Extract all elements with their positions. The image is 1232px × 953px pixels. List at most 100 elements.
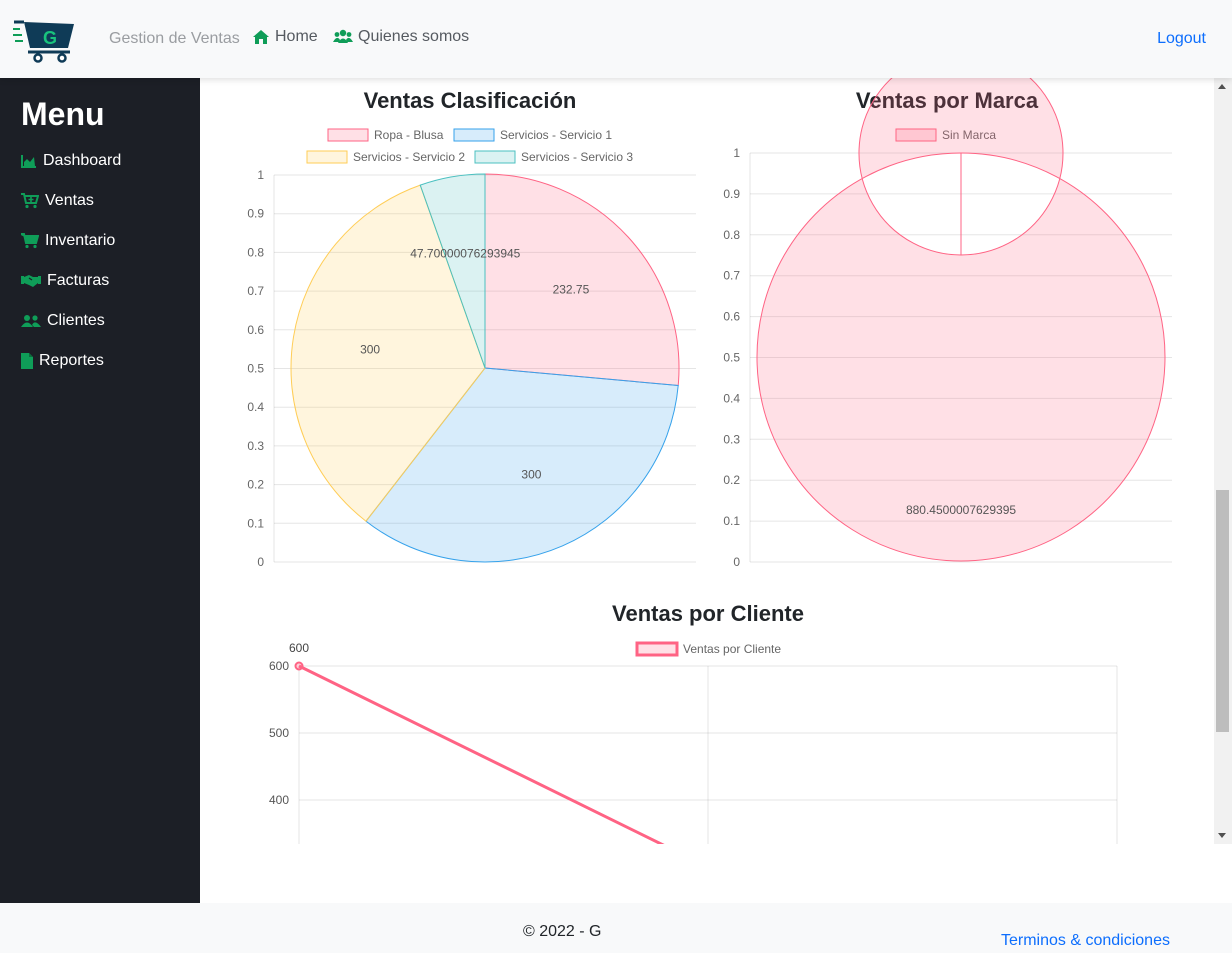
y-tick-label: 0.1 — [247, 516, 264, 530]
y-tick-label: 1 — [257, 168, 264, 182]
y-tick-label: 0.8 — [247, 245, 264, 259]
y-tick-label: 600 — [269, 659, 289, 673]
y-axis-ticks: 1 0.9 0.8 0.7 0.6 0.5 0.4 0.3 0.2 0.1 0 — [247, 168, 264, 569]
y-tick-label: 0 — [733, 555, 740, 569]
y-tick-label: 0.4 — [723, 391, 740, 405]
charts-canvas: Ventas Clasificación Ropa - Blusa Servic… — [247, 78, 1172, 844]
y-tick-label: 0.4 — [247, 400, 264, 414]
sidebar-item-reportes[interactable]: Reportes — [21, 352, 104, 370]
handshake-icon — [21, 275, 41, 287]
y-axis-ticks: 600 500 400 — [269, 659, 289, 807]
scroll-thumb[interactable] — [1216, 490, 1229, 732]
sidebar-item-facturas[interactable]: Facturas — [21, 272, 109, 290]
data-labels: 600 — [289, 641, 309, 655]
y-tick-label: 0.6 — [247, 323, 264, 337]
y-axis-ticks: 1 0.9 0.8 0.7 0.6 0.5 0.4 0.3 0.2 0.1 0 — [723, 146, 740, 569]
chart-grid — [298, 665, 1118, 844]
sidebar-item-inventario[interactable]: Inventario — [21, 232, 115, 250]
doughnut-slices — [756, 78, 1166, 562]
data-label: 300 — [360, 342, 380, 356]
y-tick-label: 0.5 — [247, 362, 264, 376]
sidebar-item-label: Inventario — [45, 232, 116, 249]
y-tick-label: 0 — [257, 555, 264, 569]
legend-swatch — [635, 641, 679, 657]
legend-label: Servicios - Servicio 1 — [500, 128, 612, 142]
y-tick-label: 0.5 — [723, 351, 740, 365]
nav-about-link[interactable]: Quienes somos — [333, 28, 469, 46]
brand-link[interactable]: Gestion de Ventas — [109, 30, 240, 47]
chart-area-icon — [21, 155, 36, 168]
cart-plus-icon — [21, 193, 39, 209]
y-tick-label: 0.3 — [723, 432, 740, 446]
users-icon — [21, 315, 41, 327]
series-line — [298, 664, 665, 844]
chart-title: Ventas Clasificación — [364, 88, 577, 113]
y-tick-label: 0.2 — [723, 473, 740, 487]
chart-title: Ventas por Marca — [856, 88, 1039, 113]
chart-legend: Ropa - Blusa Servicios - Servicio 1 Serv… — [306, 128, 633, 164]
pie-slice — [484, 173, 680, 387]
y-tick-label: 0.8 — [723, 228, 740, 242]
main-content: Ventas Clasificación Ropa - Blusa Servic… — [200, 78, 1214, 844]
pie-slice — [419, 173, 486, 369]
y-tick-label: 0.7 — [247, 284, 264, 298]
terms-link[interactable]: Terminos & condiciones — [1001, 932, 1170, 949]
data-label: 600 — [289, 641, 309, 655]
y-tick-label: 0.6 — [723, 310, 740, 324]
copyright-text: © 2022 - G — [523, 923, 602, 940]
y-tick-label: 0.9 — [723, 187, 740, 201]
chart-legend: Ventas por Cliente — [635, 641, 781, 657]
chart-legend: Sin Marca — [895, 128, 996, 142]
chart-ventas-por-marca: Ventas por Marca Sin Marca 1 0.9 0.8 0.7 0.6… — [723, 78, 1172, 569]
chart-title: Ventas por Cliente — [612, 601, 804, 626]
cart-logo-icon[interactable]: G — [12, 14, 76, 64]
sidebar-item-dashboard[interactable]: Dashboard — [21, 152, 121, 170]
top-navbar: G Gestion de Ventas Home Quienes somos L… — [0, 0, 1232, 78]
vertical-scrollbar[interactable] — [1214, 78, 1232, 844]
nav-home-link[interactable]: Home — [252, 28, 318, 46]
pie-slice — [365, 367, 679, 563]
line-series — [294, 661, 665, 844]
legend-label: Ventas por Cliente — [683, 642, 781, 656]
nav-home-label: Home — [275, 28, 318, 45]
scroll-up-arrow-icon[interactable] — [1218, 84, 1226, 89]
data-point — [294, 661, 304, 671]
sidebar: Menu Dashboard Ventas Inventario — [0, 78, 200, 903]
sidebar-item-label: Ventas — [45, 192, 94, 209]
pie-slice — [290, 184, 486, 522]
logout-link[interactable]: Logout — [1157, 30, 1206, 47]
y-tick-label: 0.9 — [247, 207, 264, 221]
home-icon — [253, 30, 269, 44]
data-label: 880.4500007629395 — [906, 503, 1016, 517]
legend-label: Ropa - Blusa — [374, 128, 444, 142]
data-label: 232.75 — [553, 282, 590, 296]
cart-icon — [21, 233, 39, 249]
logo-letter: G — [43, 28, 57, 48]
footer: © 2022 - G Terminos & condiciones — [0, 903, 1232, 953]
sidebar-item-label: Facturas — [47, 272, 110, 289]
sidebar-item-label: Reportes — [39, 352, 104, 369]
y-tick-label: 0.1 — [723, 514, 740, 528]
sidebar-item-clientes[interactable]: Clientes — [21, 312, 105, 330]
sidebar-item-ventas[interactable]: Ventas — [21, 192, 94, 210]
chart-ventas-clasificacion: Ventas Clasificación Ropa - Blusa Servic… — [247, 88, 696, 569]
pie-slices — [290, 173, 680, 563]
legend-swatch — [327, 128, 369, 142]
menu-title: Menu — [21, 96, 105, 132]
y-tick-label: 0.2 — [247, 478, 264, 492]
data-label: 300 — [521, 468, 541, 482]
sidebar-item-label: Dashboard — [43, 152, 122, 169]
y-tick-label: 0.3 — [247, 439, 264, 453]
data-labels: 232.75 300 300 47.70000076293945 — [360, 246, 590, 481]
legend-label: Servicios - Servicio 3 — [521, 150, 633, 164]
scroll-down-arrow-icon[interactable] — [1218, 833, 1226, 838]
sidebar-item-label: Clientes — [47, 312, 105, 329]
legend-swatch — [474, 150, 516, 164]
y-tick-label: 0.7 — [723, 269, 740, 283]
legend-swatch — [453, 128, 495, 142]
data-labels: 880.4500007629395 — [906, 503, 1016, 517]
y-tick-label: 400 — [269, 793, 289, 807]
y-tick-label: 1 — [733, 146, 740, 160]
nav-about-label: Quienes somos — [358, 28, 470, 45]
file-icon — [21, 353, 33, 369]
